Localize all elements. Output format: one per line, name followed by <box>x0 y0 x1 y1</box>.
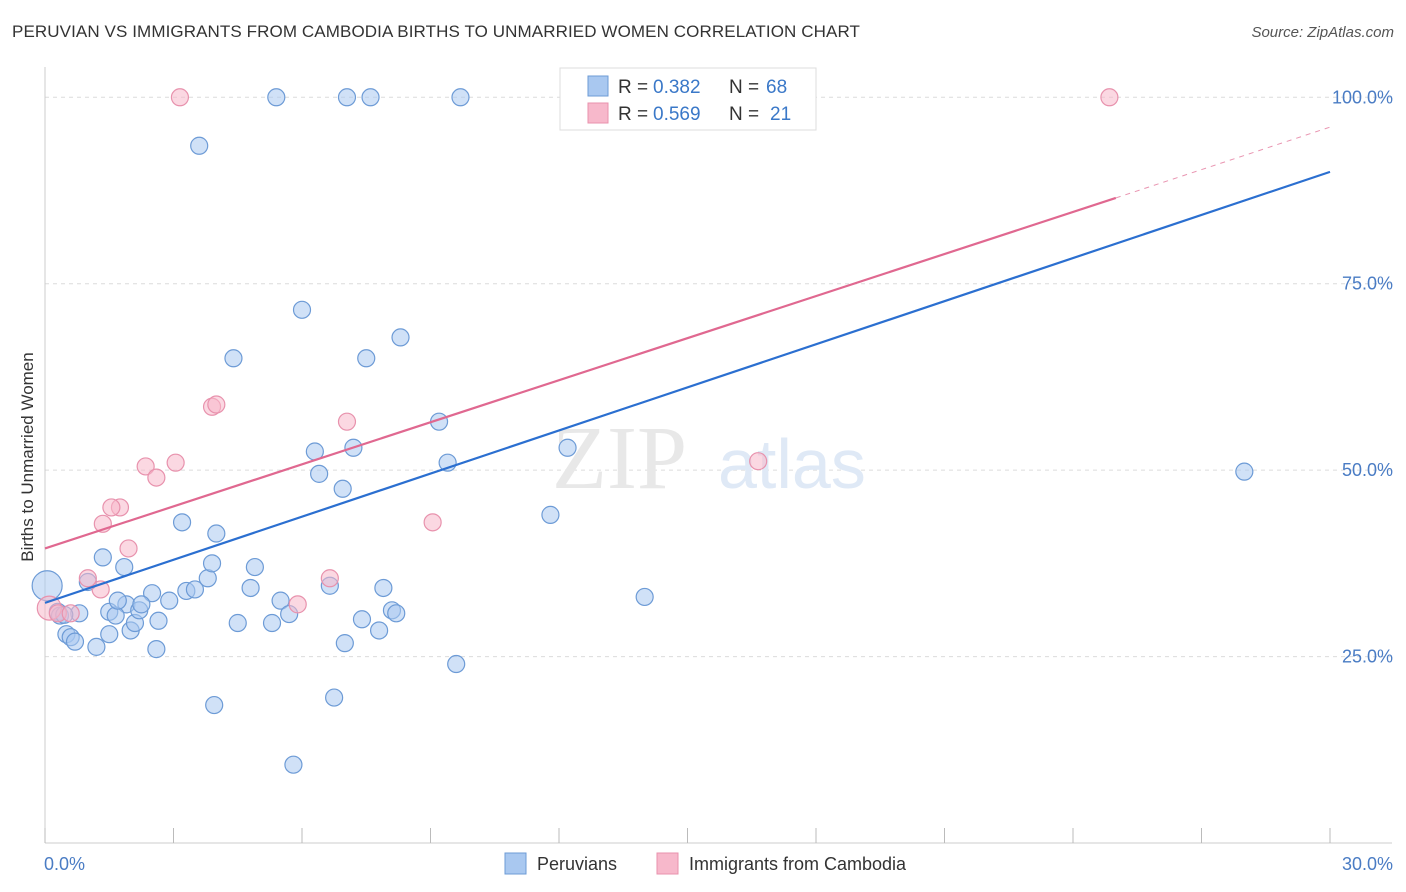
point-peruvians <box>1235 462 1254 481</box>
point-peruvians <box>447 654 466 674</box>
legend-n-label-1: N = <box>729 77 759 98</box>
point-peruvians <box>87 637 106 656</box>
point-peruvians <box>352 610 372 629</box>
point-cambodia <box>78 569 97 588</box>
point-cambodia <box>119 539 138 558</box>
legend-n-value-2: 21 <box>770 104 791 125</box>
trend-line-cambodia-extension <box>1115 126 1331 199</box>
point-peruvians <box>635 587 654 607</box>
point-peruvians <box>106 606 125 625</box>
watermark-zip: ZIP <box>552 409 687 508</box>
point-peruvians <box>132 595 151 614</box>
x-tick-label: 0.0% <box>44 854 85 874</box>
point-peruvians <box>172 513 192 532</box>
legend-n-label-2: N = <box>729 104 759 125</box>
y-tick-label: 100.0% <box>1332 87 1393 107</box>
chart-title: PERUVIAN VS IMMIGRANTS FROM CAMBODIA BIR… <box>12 22 861 41</box>
y-tick-label: 75.0% <box>1342 274 1393 294</box>
bottom-legend-cambodia: Immigrants from Cambodia <box>689 854 907 874</box>
point-peruvians <box>387 604 406 623</box>
point-peruvians <box>271 591 290 610</box>
point-cambodia <box>320 569 339 588</box>
tick-labels: 25.0% 50.0% 75.0% 100.0% 0.0% 30.0% <box>44 87 1393 874</box>
point-cambodia <box>749 452 768 471</box>
legend-swatch-cambodia <box>587 102 609 124</box>
point-peruvians <box>93 548 112 567</box>
point-peruvians <box>284 755 303 774</box>
point-peruvians <box>228 613 247 633</box>
point-peruvians <box>147 640 166 659</box>
point-cambodia <box>1100 88 1119 107</box>
point-cambodia <box>147 468 166 487</box>
point-peruvians <box>65 632 85 651</box>
point-peruvians <box>100 625 119 644</box>
legend-r-label-2: R = <box>618 104 648 125</box>
point-peruvians <box>241 578 260 598</box>
legend-r-value-1: 0.382 <box>653 77 701 98</box>
point-peruvians <box>541 505 560 524</box>
legend-n-value-1: 68 <box>766 77 787 98</box>
point-peruvians <box>370 621 389 640</box>
y-axis-title: Births to Unmarried Women <box>18 352 37 561</box>
point-peruvians <box>190 136 209 155</box>
point-cambodia <box>423 513 442 532</box>
legend-swatch-peruvians <box>587 75 609 97</box>
point-cambodia <box>166 453 185 472</box>
trend-line-peruvians <box>44 170 1331 604</box>
bottom-legend-peruvians: Peruvians <box>537 854 617 874</box>
point-peruvians <box>391 328 410 347</box>
point-peruvians <box>115 557 134 577</box>
point-cambodia <box>136 457 155 476</box>
point-peruvians <box>292 300 312 319</box>
point-peruvians <box>224 349 243 368</box>
trend-lines <box>44 126 1331 604</box>
point-peruvians <box>357 349 376 368</box>
point-peruvians <box>108 591 127 610</box>
point-peruvians <box>262 613 282 633</box>
point-peruvians <box>205 695 224 715</box>
point-peruvians <box>185 580 205 599</box>
point-peruvians <box>374 578 393 598</box>
legend-r-value-2: 0.569 <box>653 104 701 125</box>
point-peruvians <box>361 88 380 107</box>
axes <box>44 67 1392 844</box>
watermark-atlas: atlas <box>718 425 866 503</box>
point-peruvians <box>337 88 357 107</box>
point-cambodia <box>207 395 226 414</box>
point-peruvians <box>267 88 286 107</box>
point-peruvians <box>142 584 162 603</box>
bottom-legend-swatch-peruvians <box>504 852 527 875</box>
y-tick-label: 50.0% <box>1342 460 1393 480</box>
point-cambodia <box>337 412 357 431</box>
series-legend: Peruvians Immigrants from Cambodia <box>504 852 907 875</box>
point-cambodia <box>170 88 190 107</box>
point-peruvians <box>202 554 222 573</box>
source-credit: Source: ZipAtlas.com <box>1251 24 1394 41</box>
point-peruvians <box>207 524 226 543</box>
point-peruvians <box>335 634 354 653</box>
legend-r-label-1: R = <box>618 77 648 98</box>
point-peruvians <box>149 611 168 630</box>
point-peruvians <box>310 464 329 483</box>
point-peruvians <box>160 591 179 610</box>
x-tick-label: 30.0% <box>1342 854 1393 874</box>
point-peruvians <box>325 688 344 707</box>
point-cambodia <box>288 595 307 614</box>
stats-legend: R = 0.382 N = 68 R = 0.569 N = 21 <box>559 67 817 131</box>
point-peruvians <box>558 438 577 457</box>
point-peruvians <box>198 569 217 588</box>
trend-line-cambodia <box>44 196 1117 550</box>
bottom-legend-swatch-cambodia <box>656 852 679 875</box>
point-peruvians <box>333 479 352 498</box>
watermark: ZIP atlas <box>552 409 866 508</box>
point-peruvians <box>245 557 264 577</box>
y-tick-label: 25.0% <box>1342 647 1393 667</box>
point-peruvians <box>451 88 470 107</box>
point-cambodia <box>102 498 121 517</box>
point-cambodia <box>61 604 80 623</box>
data-points <box>31 88 1254 774</box>
